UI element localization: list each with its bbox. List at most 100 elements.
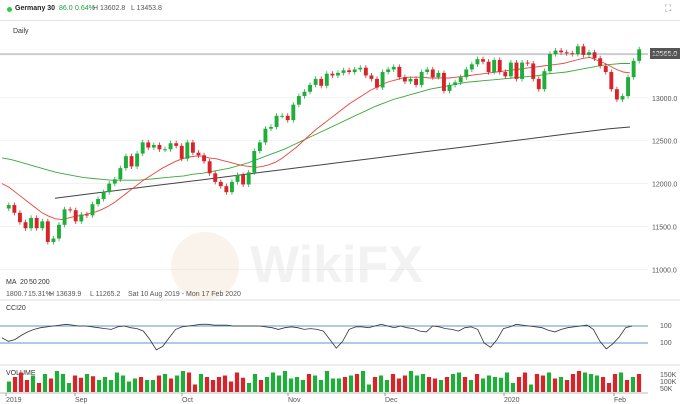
candle-body xyxy=(45,221,50,242)
time-tick-label: Nov xyxy=(288,397,301,404)
volume-bar xyxy=(282,371,288,392)
volume-bar xyxy=(168,378,174,392)
instrument-symbol[interactable]: Germany 30 xyxy=(15,5,56,12)
volume-bar xyxy=(480,378,486,392)
candle-body xyxy=(280,115,285,117)
candle-body xyxy=(324,73,329,86)
volume-bar xyxy=(180,371,186,392)
candle-body xyxy=(269,126,273,129)
candle-body xyxy=(609,72,614,90)
volume-bar xyxy=(390,374,396,392)
volume-bar xyxy=(126,381,132,392)
volume-bar xyxy=(624,380,630,392)
volume-bar xyxy=(114,372,120,392)
volume-bar xyxy=(132,378,138,392)
volume-bar xyxy=(102,377,108,392)
volume-bar xyxy=(408,371,414,392)
volume-bar xyxy=(84,374,90,392)
cci-upper-tick: 100 xyxy=(660,323,672,330)
candle-body xyxy=(347,70,352,73)
candle-body xyxy=(90,204,95,216)
candle-body xyxy=(481,59,485,62)
volume-bar xyxy=(342,377,348,392)
volume-bar xyxy=(312,375,318,392)
candle-body xyxy=(140,142,145,154)
candle-body xyxy=(603,66,608,73)
volume-bar xyxy=(534,374,540,392)
volume-tick-50k: 50K xyxy=(660,386,673,393)
candle-body xyxy=(581,46,586,55)
candle-body xyxy=(213,173,218,182)
candle-body xyxy=(570,53,575,55)
volume-bar xyxy=(366,384,372,392)
volume-bar xyxy=(42,374,48,392)
price-tick-label: 12500.0 xyxy=(652,139,677,146)
candle-body xyxy=(23,222,28,229)
candle-body xyxy=(358,67,363,70)
wikifx-watermark-logo: WikiFX xyxy=(171,232,423,300)
volume-bar xyxy=(504,372,510,392)
candle-body xyxy=(497,60,502,73)
volume-bar xyxy=(24,380,30,392)
expand-icon[interactable]: ⛶ xyxy=(665,3,672,13)
candle-body xyxy=(185,142,190,159)
range-info-line: 1800.7 15.31% H 13639.9 L 11265.2 Sat 10… xyxy=(6,291,241,298)
volume-bar xyxy=(606,383,612,392)
candle-body xyxy=(475,59,480,65)
price-chart[interactable]: Daily WikiFX 13565.0 13500.0 13000.0 12500… xyxy=(0,20,680,404)
volume-bar xyxy=(492,377,498,392)
volume-bar xyxy=(216,377,222,392)
candle-body xyxy=(614,89,619,100)
candle-body xyxy=(29,217,34,229)
volume-bar xyxy=(444,377,450,392)
candle-body xyxy=(179,145,184,159)
candle-body xyxy=(319,78,324,86)
volume-bar xyxy=(396,378,402,392)
candle-body xyxy=(73,210,78,222)
candle-body xyxy=(12,205,17,213)
price-tick-label: 12000.0 xyxy=(652,182,677,189)
cci-line xyxy=(1,323,633,351)
candle-body xyxy=(123,156,128,169)
candle-body xyxy=(380,72,385,88)
cci-label: CCI xyxy=(6,305,18,312)
volume-bar xyxy=(630,377,636,392)
volume-bar xyxy=(402,375,408,392)
volume-bar xyxy=(138,377,144,392)
price-tick-label: 11000.0 xyxy=(652,267,677,274)
volume-bar xyxy=(72,375,78,392)
volume-bar xyxy=(12,377,18,392)
volume-bar xyxy=(306,374,312,392)
volume-bar xyxy=(360,371,366,392)
volume-bar xyxy=(156,375,162,392)
candle-body xyxy=(402,77,407,82)
candle-body xyxy=(224,186,229,193)
volume-bar xyxy=(150,380,156,392)
candle-body xyxy=(34,217,39,229)
volume-bar xyxy=(552,378,558,392)
volume-bar xyxy=(288,378,294,392)
ma-legend-label: MA xyxy=(6,279,17,286)
volume-bar xyxy=(474,374,480,392)
time-tick-label: Sep xyxy=(75,397,88,404)
candle-body xyxy=(296,96,301,105)
volume-bar xyxy=(300,380,306,392)
last-price-marker xyxy=(650,48,680,59)
volume-bar xyxy=(270,372,276,392)
candle-body xyxy=(620,96,625,100)
volume-bar xyxy=(210,380,216,392)
candle-body xyxy=(469,64,474,70)
candle-body xyxy=(252,150,257,173)
volume-bar xyxy=(186,372,192,392)
volume-bar xyxy=(6,381,12,392)
volume-bar xyxy=(330,378,336,392)
price-change: 86.0 xyxy=(59,5,73,12)
candle-body xyxy=(335,72,340,76)
candle-body xyxy=(190,142,195,153)
volume-bar xyxy=(246,383,252,392)
timeframe-label: Daily xyxy=(13,28,29,35)
candle-body xyxy=(492,60,497,73)
candle-body xyxy=(536,78,541,90)
candle-body xyxy=(626,77,631,97)
market-open-indicator xyxy=(7,7,12,12)
